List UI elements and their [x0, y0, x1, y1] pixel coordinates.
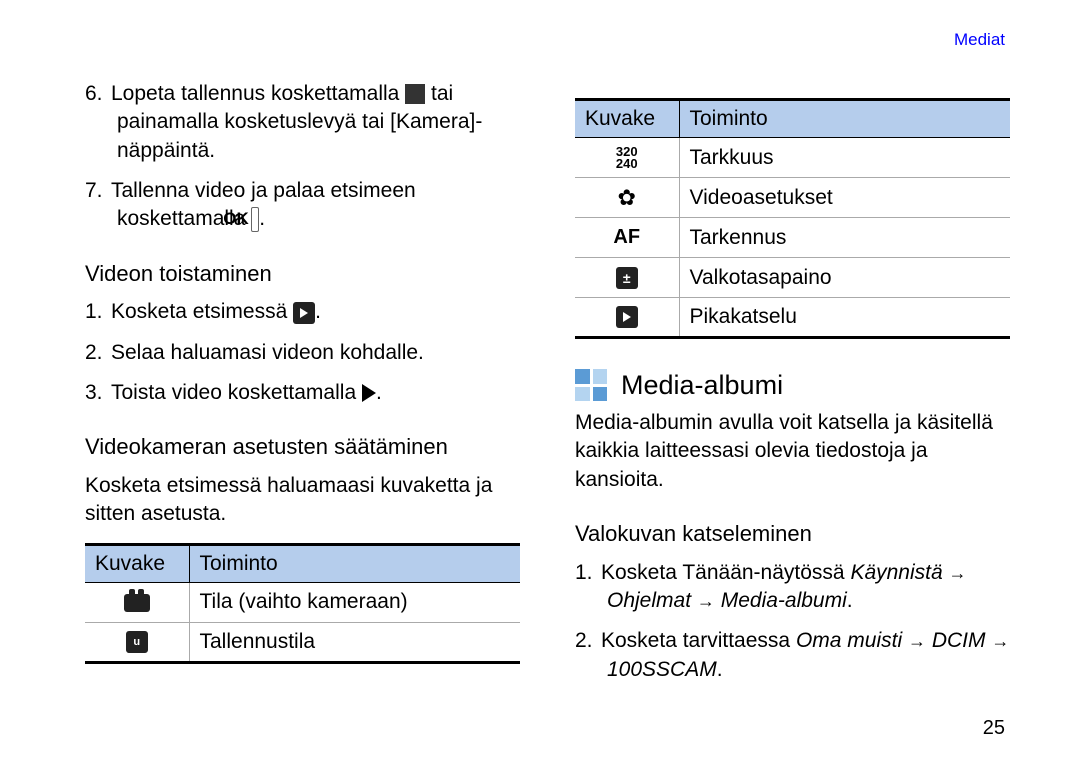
camcorder-settings-body: Kosketa etsimessä haluamaasi kuvaketta j…: [85, 472, 520, 529]
stop-icon: [405, 84, 425, 104]
view-photo-steps: 1.Kosketa Tänään-näytössä Käynnistä → Oh…: [575, 559, 1010, 684]
table-icon-cell: [575, 298, 679, 338]
table-label-cell: Pikakatselu: [679, 298, 1010, 338]
recording-steps-end: 6.Lopeta tallennus koskettamalla tai pai…: [85, 80, 520, 234]
section-title-media-album: Media-albumi: [575, 369, 1010, 401]
table-icon-cell: AF: [575, 218, 679, 258]
play-icon: [293, 302, 315, 324]
exposure-icon: ±: [616, 267, 638, 289]
table-label-cell: Videoasetukset: [679, 178, 1010, 218]
table-header-icon: Kuvake: [575, 100, 679, 138]
play-icon: [616, 306, 638, 328]
play-triangle-icon: [362, 384, 376, 402]
right-column: Kuvake Toiminto 320240 Tarkkuus ✿ Videoaset…: [575, 30, 1010, 735]
gear-icon: ✿: [618, 185, 636, 211]
left-column: 6.Lopeta tallennus koskettamalla tai pai…: [85, 30, 520, 735]
page-number: 25: [983, 717, 1005, 740]
subheading-video-playback: Videon toistaminen: [85, 260, 520, 289]
table-row: ✿ Videoasetukset: [575, 178, 1010, 218]
table-label-cell: Valkotasapaino: [679, 258, 1010, 298]
table-label-cell: Tarkennus: [679, 218, 1010, 258]
table-icon-cell: ±: [575, 258, 679, 298]
subheading-view-photo: Valokuvan katseleminen: [575, 520, 1010, 549]
table-row: Pikakatselu: [575, 298, 1010, 338]
video-playback-steps: 1.Kosketa etsimessä . 2.Selaa haluamasi v…: [85, 298, 520, 407]
list-item: 2.Selaa haluamasi videon kohdalle.: [85, 339, 520, 367]
list-item: 7.Tallenna video ja palaa etsimeen koske…: [85, 177, 520, 234]
list-item: 1.Kosketa etsimessä .: [85, 298, 520, 326]
table-row: u Tallennustila: [85, 622, 520, 662]
table-label-cell: Tila (vaihto kameraan): [189, 582, 520, 622]
table-header-function: Toiminto: [189, 544, 520, 582]
subheading-camcorder-settings: Videokameran asetusten säätäminen: [85, 433, 520, 462]
autofocus-icon: AF: [613, 226, 640, 249]
table-label-cell: Tarkkuus: [679, 138, 1010, 178]
section-title-text: Media-albumi: [621, 370, 783, 401]
storage-icon: u: [126, 631, 148, 653]
section-squares-icon: [575, 369, 607, 401]
list-item: 3.Toista video koskettamalla .: [85, 379, 520, 407]
list-item: 2.Kosketa tarvittaessa Oma muisti → DCIM…: [575, 627, 1010, 684]
settings-table-right: Kuvake Toiminto 320240 Tarkkuus ✿ Videoaset…: [575, 98, 1010, 339]
header-breadcrumb: Mediat: [954, 30, 1005, 50]
resolution-icon: 320240: [616, 146, 638, 169]
table-row: 320240 Tarkkuus: [575, 138, 1010, 178]
table-icon-cell: 320240: [575, 138, 679, 178]
table-icon-cell: u: [85, 622, 189, 662]
table-icon-cell: ✿: [575, 178, 679, 218]
table-row: AF Tarkennus: [575, 218, 1010, 258]
table-icon-cell: [85, 582, 189, 622]
table-row: ± Valkotasapaino: [575, 258, 1010, 298]
table-label-cell: Tallennustila: [189, 622, 520, 662]
table-header-icon: Kuvake: [85, 544, 189, 582]
list-item: 1.Kosketa Tänään-näytössä Käynnistä → Oh…: [575, 559, 1010, 616]
table-header-function: Toiminto: [679, 100, 1010, 138]
media-album-body: Media-albumin avulla voit katsella ja kä…: [575, 409, 1010, 494]
settings-table-left: Kuvake Toiminto Tila (vaihto kameraan) u T…: [85, 543, 520, 664]
list-item: 6.Lopeta tallennus koskettamalla tai pai…: [85, 80, 520, 165]
camera-icon: [124, 594, 150, 612]
ok-icon: OK: [251, 207, 259, 232]
table-row: Tila (vaihto kameraan): [85, 582, 520, 622]
